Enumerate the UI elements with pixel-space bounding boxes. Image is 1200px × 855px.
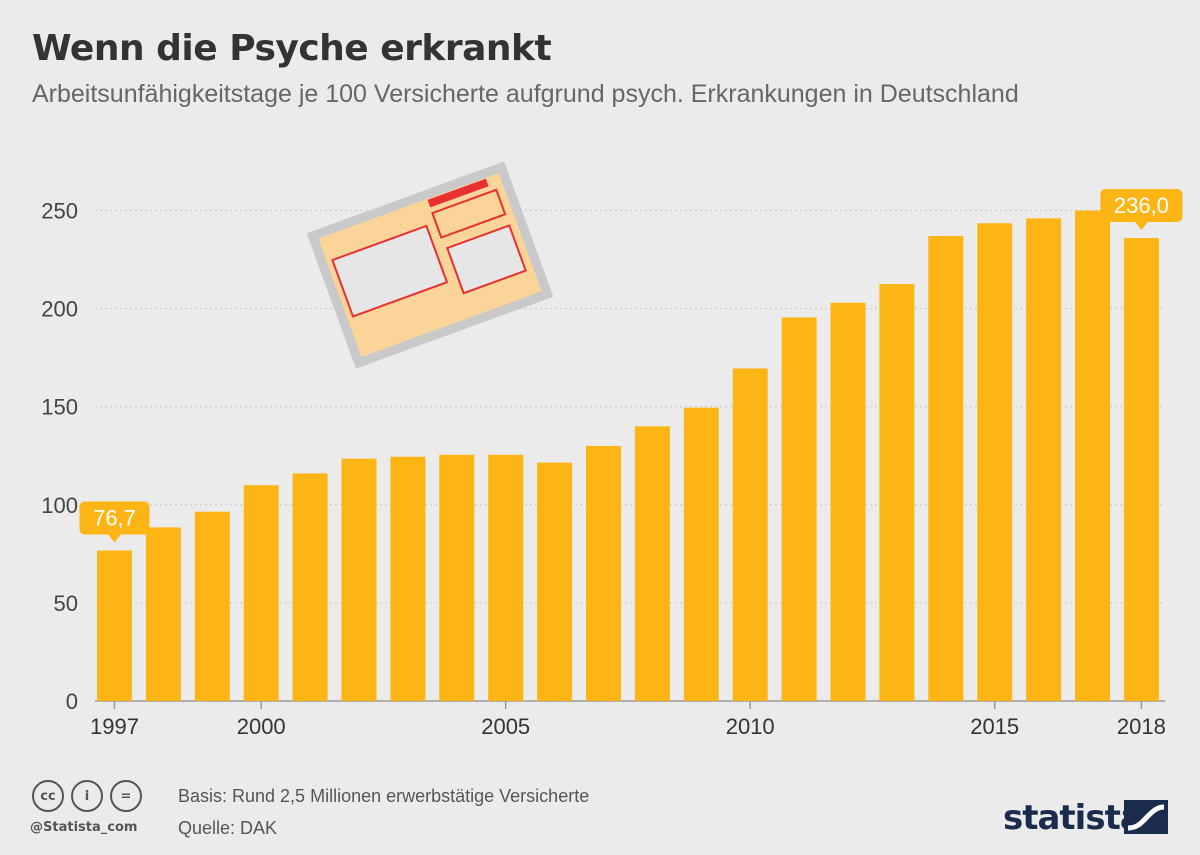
- bar-2006[interactable]: [537, 462, 573, 701]
- x-tick-label: 2010: [726, 714, 775, 739]
- callouts: 76,7 236,0: [79, 188, 1183, 543]
- source-notes: Basis: Rund 2,5 Millionen erwerbstätige …: [178, 780, 589, 844]
- y-tick-label: 0: [66, 689, 78, 714]
- bar-2015[interactable]: [977, 223, 1013, 702]
- bar-2004[interactable]: [439, 454, 475, 701]
- y-tick-label: 200: [41, 297, 78, 322]
- bar-1999[interactable]: [194, 511, 230, 701]
- bar-2001[interactable]: [292, 473, 328, 701]
- y-tick-label: 100: [41, 493, 78, 518]
- bar-2009[interactable]: [683, 407, 719, 701]
- data-label: 76,7: [93, 506, 136, 531]
- bar-2000[interactable]: [243, 485, 279, 701]
- footer: cc i = @Statista_com Basis: Rund 2,5 Mil…: [0, 760, 1200, 855]
- x-tick-label: 2015: [970, 714, 1019, 739]
- bar-2017[interactable]: [1075, 210, 1110, 702]
- bar-2003[interactable]: [390, 456, 426, 701]
- bar-1998[interactable]: [145, 527, 181, 701]
- x-tick-label: 1997: [90, 714, 139, 739]
- source-note: Quelle: DAK: [178, 818, 278, 838]
- callout-2018: 236,0: [1100, 188, 1183, 230]
- statista-logo-icon: [1124, 800, 1168, 834]
- bar-chart: 0 50 100 150 200 250 1997 2000 2005 2010 2015 2018…: [41, 161, 1183, 739]
- by-icon[interactable]: i: [71, 780, 103, 812]
- callout-box: [79, 501, 150, 535]
- nd-icon[interactable]: =: [110, 780, 142, 812]
- bar-2007[interactable]: [586, 445, 621, 701]
- x-tick-label: 2018: [1117, 714, 1166, 739]
- bar-2014[interactable]: [928, 236, 964, 702]
- y-axis: 0 50 100 150 200 250: [41, 199, 78, 715]
- y-tick-label: 50: [54, 591, 78, 616]
- callout-pointer: [1134, 220, 1149, 230]
- page-subtitle: Arbeitsunfähigkeitstage je 100 Versicher…: [32, 80, 1019, 108]
- callout-box: [1100, 188, 1183, 222]
- bar-2010[interactable]: [732, 368, 768, 701]
- license-icons: cc i =: [32, 780, 142, 812]
- bar-2018[interactable]: [1123, 237, 1159, 701]
- bar-2011[interactable]: [781, 317, 817, 701]
- cc-icon[interactable]: cc: [32, 780, 64, 812]
- basis-note: Basis: Rund 2,5 Millionen erwerbstätige …: [178, 786, 590, 806]
- y-tick-label: 150: [41, 395, 78, 420]
- y-tick-label: 250: [41, 199, 78, 224]
- x-tick-label: 2005: [481, 714, 530, 739]
- x-axis: 1997 2000 2005 2010 2015 2018: [90, 701, 1166, 739]
- bar-2016[interactable]: [1026, 218, 1062, 701]
- bars: [97, 210, 1159, 702]
- x-tick-label: 2000: [237, 714, 286, 739]
- bar-1997[interactable]: [97, 550, 132, 701]
- statista-handle[interactable]: @Statista_com: [30, 820, 138, 835]
- data-label: 236,0: [1114, 193, 1169, 218]
- bar-2005[interactable]: [488, 454, 524, 701]
- sick-note-icon: [306, 161, 554, 369]
- bar-2012[interactable]: [830, 302, 866, 701]
- bar-2008[interactable]: [634, 426, 670, 701]
- callout-1997: 76,7: [79, 501, 150, 543]
- page-title: Wenn die Psyche erkrankt: [32, 28, 552, 69]
- statista-logo[interactable]: statista: [1003, 798, 1143, 838]
- callout-pointer: [107, 533, 122, 543]
- bar-2013[interactable]: [879, 284, 915, 701]
- bar-2002[interactable]: [341, 458, 377, 701]
